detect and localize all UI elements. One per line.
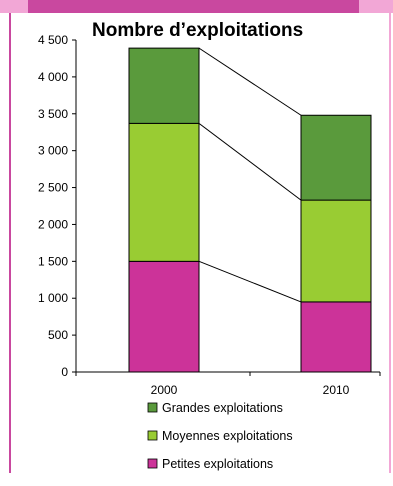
bar-segment-grandes-exploitations xyxy=(128,47,200,124)
y-tick-label: 4 000 xyxy=(38,70,68,84)
bar-segment-petites-exploitations xyxy=(128,260,200,373)
legend-label: Moyennes exploitations xyxy=(162,429,293,443)
y-tick-label: 3 000 xyxy=(38,144,68,158)
chart-title: Nombre d’exploitations xyxy=(92,20,304,41)
y-tick-label: 0 xyxy=(61,365,68,379)
x-tick-label: 2000 xyxy=(151,383,178,397)
y-tick-label: 1 000 xyxy=(38,291,68,305)
legend-label: Grandes exploitations xyxy=(162,401,283,415)
right-border xyxy=(389,13,391,473)
y-tick-label: 3 500 xyxy=(38,107,68,121)
y-tick-label: 2 500 xyxy=(38,181,68,195)
bar-segment-grandes-exploitations xyxy=(300,114,372,201)
legend-swatch xyxy=(147,402,158,413)
bar-segment-petites-exploitations xyxy=(300,301,372,373)
y-tick-label: 4 500 xyxy=(38,33,68,47)
x-tick-label: 2010 xyxy=(323,383,350,397)
y-tick-label: 500 xyxy=(48,328,68,342)
legend-swatch xyxy=(147,458,158,469)
connector-line xyxy=(198,122,302,201)
y-tick-label: 2 000 xyxy=(38,217,68,231)
header-band xyxy=(0,0,393,13)
bar-segment-moyennes-exploitations xyxy=(300,199,372,303)
connector-line xyxy=(198,260,302,303)
legend-swatch xyxy=(147,430,158,441)
legend-label: Petites exploitations xyxy=(162,457,273,471)
y-tick-label: 1 500 xyxy=(38,254,68,268)
bar-segment-moyennes-exploitations xyxy=(128,122,200,262)
connector-line xyxy=(198,47,302,116)
left-border xyxy=(9,13,11,473)
